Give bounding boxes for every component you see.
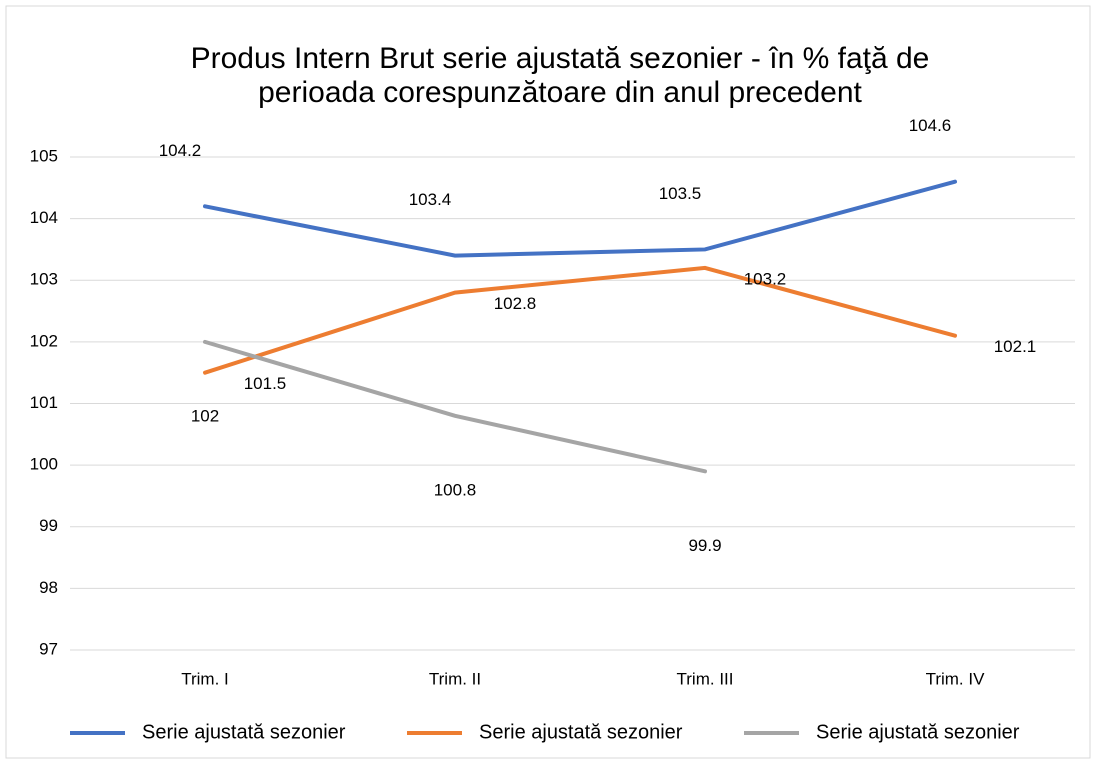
- x-tick-label: Trim. I: [181, 669, 229, 688]
- legend-label: Serie ajustată sezonier: [479, 721, 683, 743]
- data-label: 99.9: [688, 536, 721, 555]
- y-tick-label: 101: [30, 393, 58, 412]
- y-tick-label: 102: [30, 331, 58, 350]
- data-label: 103.2: [744, 269, 787, 288]
- y-tick-label: 105: [30, 146, 58, 165]
- data-label: 101.5: [244, 374, 287, 393]
- series-line: [203, 179, 957, 258]
- data-label: 100.8: [434, 480, 477, 499]
- data-label: 102: [191, 406, 219, 425]
- x-tick-label: Trim. II: [429, 669, 481, 688]
- y-tick-label: 97: [39, 639, 58, 658]
- legend-label: Serie ajustată sezonier: [142, 721, 346, 743]
- data-label: 103.5: [659, 184, 702, 203]
- x-tick-label: Trim. IV: [926, 669, 986, 688]
- chart-title: Produs Intern Brut serie ajustată sezoni…: [190, 42, 930, 109]
- y-tick-label: 98: [39, 578, 58, 597]
- x-tick-label: Trim. III: [677, 669, 734, 688]
- series-line: [203, 265, 957, 375]
- data-label: 102.8: [494, 294, 537, 313]
- y-tick-label: 99: [39, 516, 58, 535]
- data-label: 104.6: [909, 116, 952, 135]
- series-line: [203, 339, 707, 474]
- chart-border: [5, 5, 1091, 759]
- legend-label: Serie ajustată sezonier: [816, 721, 1020, 743]
- data-label: 102.1: [994, 337, 1037, 356]
- data-label: 104.2: [159, 141, 202, 160]
- y-tick-label: 104: [30, 208, 58, 227]
- data-label: 103.4: [409, 190, 452, 209]
- y-tick-label: 100: [30, 455, 58, 474]
- y-tick-label: 103: [30, 270, 58, 289]
